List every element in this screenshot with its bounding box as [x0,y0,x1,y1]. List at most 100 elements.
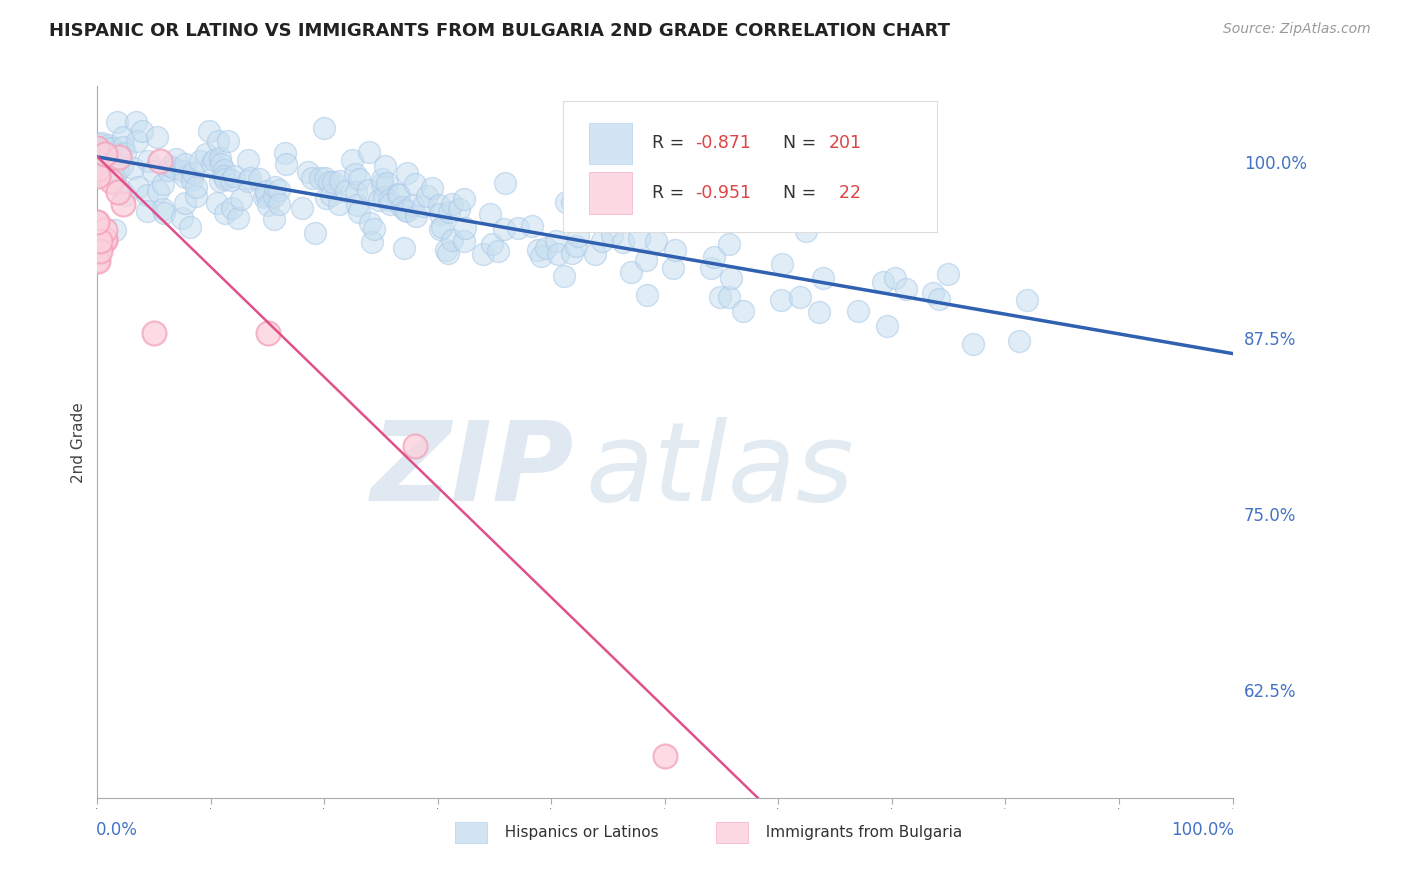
Point [377,193,399,207]
Point [449,202,471,217]
Point [274,157,297,171]
Point [89,244,111,258]
Point [159,159,181,173]
Point [93,147,115,161]
Point [263,212,285,227]
Point [202,153,225,167]
Point [375,176,398,190]
Point [478,206,501,220]
Point [221,173,243,187]
Point [87,253,110,268]
Text: 0.0%: 0.0% [96,821,138,838]
Point [105,114,128,128]
Point [184,188,207,202]
Point [936,267,959,281]
Point [301,170,323,185]
Point [561,195,583,210]
Point [174,156,197,170]
Point [207,196,229,211]
Point [247,172,270,186]
Text: 100.0%: 100.0% [1171,821,1233,838]
Text: 87.5%: 87.5% [1244,331,1296,349]
Text: HISPANIC OR LATINO VS IMMIGRANTS FROM BULGARIA 2ND GRADE CORRELATION CHART: HISPANIC OR LATINO VS IMMIGRANTS FROM BU… [49,22,950,40]
Point [98,150,121,164]
Point [124,114,146,128]
Point [807,305,830,319]
Point [214,162,236,177]
Point [346,198,368,212]
Text: Source: ZipAtlas.com: Source: ZipAtlas.com [1223,22,1371,37]
Point [319,187,342,202]
Point [488,244,510,259]
Point [335,185,357,199]
Point [101,140,124,154]
Point [645,235,668,249]
Point [267,197,290,211]
Point [252,190,274,204]
Point [359,145,381,159]
Point [583,247,606,261]
Point [733,303,755,318]
Point [114,146,136,161]
Point [157,162,180,177]
Point [315,191,337,205]
Point [229,192,252,206]
Point [565,238,588,252]
Point [87,137,110,152]
Point [440,197,463,211]
Point [100,174,122,188]
Point [236,153,259,167]
Point [530,249,553,263]
Point [717,290,740,304]
Point [412,199,434,213]
Point [274,146,297,161]
Point [107,185,129,199]
Point [647,206,669,220]
Point [387,187,409,202]
Point [214,172,236,186]
Point [846,304,869,318]
Point [131,124,153,138]
Point [329,173,352,187]
Point [163,161,186,175]
Point [221,201,243,215]
Point [437,205,460,219]
Point [794,224,817,238]
Point [404,177,426,191]
Point [872,275,894,289]
Point [174,169,197,184]
Text: N =: N = [772,184,821,202]
Point [391,200,413,214]
Point [547,246,569,260]
Point [454,221,477,235]
Point [876,319,898,334]
Point [165,152,187,166]
Point [174,196,197,211]
Point [146,130,169,145]
Point [367,193,389,207]
Point [111,160,134,174]
Point [263,180,285,194]
Point [86,214,108,228]
Point [148,184,170,198]
Point [217,134,239,148]
FancyBboxPatch shape [589,172,633,214]
Point [107,163,129,178]
Text: N =: N = [772,135,821,153]
Point [104,169,127,183]
Point [654,748,676,763]
Point [394,202,416,217]
Point [661,260,683,275]
Point [94,233,117,247]
Point [172,164,194,178]
Point [404,439,426,453]
Point [371,172,394,186]
Point [110,183,132,197]
Point [709,290,731,304]
Point [267,183,290,197]
Point [181,173,204,187]
Point [136,154,159,169]
Point [429,222,451,236]
Point [769,293,792,307]
Point [125,134,148,148]
